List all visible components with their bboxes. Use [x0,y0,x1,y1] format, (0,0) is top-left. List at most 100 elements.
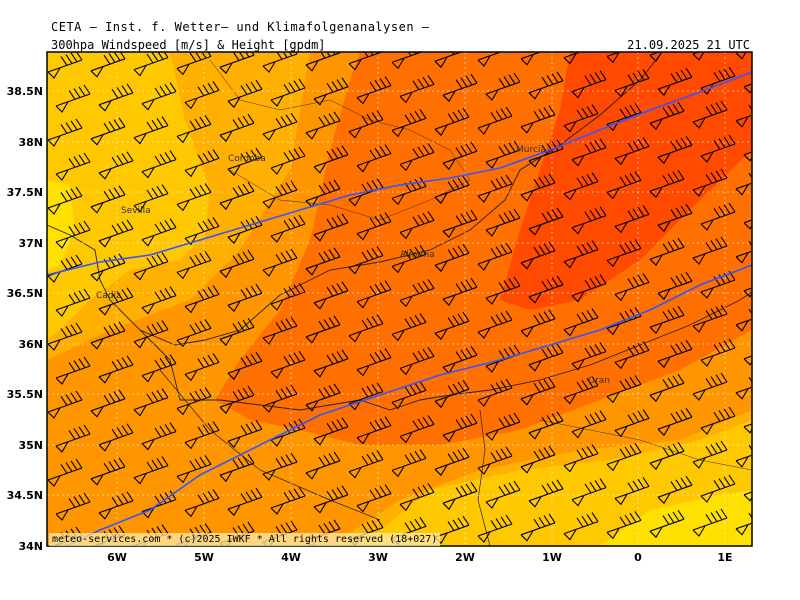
wind-barb [133,388,169,417]
wind-barb [657,135,693,165]
wind-barb [477,242,513,271]
wind-barb [141,150,177,179]
wind-barb [176,319,212,348]
wind-barb [434,243,470,273]
lon-label: 1W [542,551,562,564]
wind-barb [227,487,263,517]
wind-barb [55,152,91,181]
wind-barb [692,100,728,129]
wind-barb [563,240,599,269]
wind-barb [399,143,435,172]
wind-barb [348,246,384,275]
wind-barb [692,372,728,401]
wind-barb [313,77,349,106]
height-contour-north [47,71,752,276]
morocco-algeria-border [477,409,491,546]
wind-barb [442,481,478,511]
wind-barb [528,71,564,100]
valid-time: 21.09.2025 21 UTC [627,38,750,52]
wind-barb [184,489,220,518]
wind-barb [657,67,693,97]
wind-barb [614,69,650,98]
wind-barb [47,186,83,215]
wind-barb [477,378,513,407]
wind-barb [563,172,599,201]
wind-barb [262,52,298,73]
wind-barb [391,52,424,70]
wind-barb [399,483,435,512]
wind-barb [563,444,599,473]
wind-barb [571,342,607,371]
lat-label: 37.5N [7,186,43,199]
wind-barb [399,279,435,308]
wind-barb [391,517,427,546]
wind-barb [305,52,341,72]
wind-barb [700,338,736,367]
wind-barb [305,315,341,344]
wind-barb [614,205,650,234]
wind-barb [219,181,255,211]
wind-barb [176,183,212,212]
lat-label: 35N [18,439,43,452]
wind-barb [700,474,736,503]
wind-barb [262,180,298,209]
wind-barb [571,138,607,167]
wind-barb [55,288,91,317]
wind-barb [356,212,392,241]
wind-barb [571,478,607,507]
wind-barb [98,355,134,384]
wind-barb [657,339,693,369]
lat-label: 36N [18,338,43,351]
wind-barb [520,513,556,542]
wind-barb [614,137,650,166]
wind-barb [520,105,556,134]
wind-barb [649,169,685,199]
band-yellow-core [47,180,75,270]
city-label-murcia: Murcia [516,145,546,155]
wind-barb [528,275,564,304]
latitude-axis: 38.5N 38N 37.5N 37N 36.5N 36N 35.5N 35N … [7,85,43,553]
wind-barb [55,356,91,385]
wind-barb [305,111,341,140]
wind-barb [270,282,306,311]
wind-barb [262,112,298,141]
wind-barb [313,485,349,514]
wind-barb [227,283,263,313]
wind-barb [90,321,126,350]
wind-barb [477,174,513,203]
wind-barb [262,384,298,413]
wind-barb [649,237,685,267]
wind-barb [305,451,341,480]
wind-barb [485,480,521,509]
wind-barb [485,344,521,373]
band-yellow-west [47,52,210,340]
wind-barb [528,139,564,168]
wind-barb [90,52,126,78]
wind-barb [614,477,650,506]
wind-barb [47,52,83,79]
wind-barb [348,314,384,343]
wind-barb [520,377,556,406]
lat-label: 38N [18,136,43,149]
wind-barb [184,149,220,178]
wind-barb [219,317,255,347]
wind-barb [176,387,212,416]
city-label-cadiz: Cadiz [96,291,121,301]
lon-label: 0 [634,551,642,564]
wind-barb [270,146,306,175]
wind-barb [692,236,728,265]
wind-barb [348,178,384,207]
wind-barb-field [47,52,752,546]
wind-barb [614,409,650,438]
wind-barb [657,407,693,437]
wind-barb [348,52,384,71]
wind-barb [47,322,83,351]
wind-barb [442,141,478,171]
wind-barb [700,406,736,435]
wind-barb [141,422,177,451]
wind-barb [47,390,83,419]
wind-barb [606,511,642,540]
wind-barb [98,151,134,180]
wind-barb [313,349,349,378]
wind-barb [391,245,427,274]
